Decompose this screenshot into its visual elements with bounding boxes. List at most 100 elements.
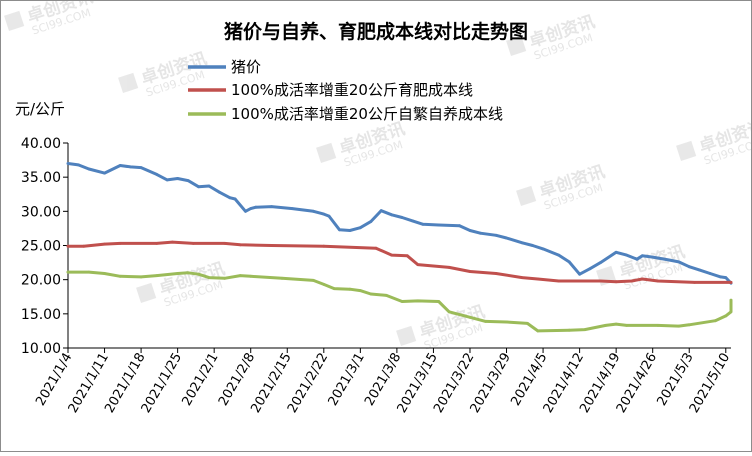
- data-point: [520, 241, 524, 245]
- data-point: [244, 209, 247, 213]
- data-point: [458, 224, 461, 228]
- x-tick-label: 2021/3/1: [326, 351, 368, 409]
- data-point: [667, 258, 670, 262]
- data-point: [238, 274, 242, 277]
- data-point: [614, 280, 618, 284]
- data-point: [327, 214, 331, 218]
- data-point: [103, 272, 106, 275]
- data-point: [520, 276, 524, 279]
- legend-label: 100%成活率增重20公斤育肥成本线: [231, 81, 473, 99]
- data-point: [358, 226, 362, 230]
- data-point: [599, 261, 602, 264]
- data-point: [270, 205, 273, 209]
- data-point: [249, 274, 253, 278]
- data-point: [614, 250, 618, 254]
- data-point: [291, 207, 294, 211]
- series-layer: [66, 162, 733, 333]
- data-point: [207, 276, 211, 279]
- data-point: [369, 220, 373, 224]
- data-point: [379, 209, 383, 213]
- data-point: [651, 255, 655, 259]
- data-point: [322, 212, 326, 216]
- data-point: [687, 323, 691, 327]
- data-point: [233, 197, 237, 201]
- data-point: [87, 167, 91, 171]
- data-point: [218, 190, 221, 194]
- data-point: [698, 268, 702, 272]
- data-point: [536, 329, 540, 333]
- data-point: [348, 229, 352, 232]
- data-point: [541, 247, 545, 251]
- data-point: [630, 279, 634, 283]
- data-point: [118, 164, 122, 167]
- data-point: [87, 270, 91, 274]
- data-point: [437, 300, 441, 303]
- data-point: [369, 292, 373, 296]
- data-point: [312, 279, 315, 282]
- data-point: [207, 184, 211, 188]
- data-point: [176, 272, 180, 275]
- data-point: [468, 315, 472, 319]
- data-point: [82, 244, 86, 248]
- data-point: [118, 274, 122, 278]
- data-point: [729, 302, 733, 305]
- y-tick-label: 25.00: [21, 239, 61, 255]
- data-point: [223, 276, 227, 280]
- watermark-logo: [516, 185, 537, 206]
- data-point: [249, 207, 253, 211]
- y-tick-label: 15.00: [21, 307, 61, 323]
- data-point: [479, 231, 482, 235]
- data-point: [139, 166, 143, 170]
- watermark-logo: [676, 140, 697, 161]
- legend-label: 猪价: [231, 58, 261, 76]
- data-point: [729, 298, 733, 302]
- data-point: [505, 320, 508, 324]
- series-group: [66, 270, 733, 333]
- data-point: [270, 244, 273, 247]
- x-tick-label: 2021/2/8: [216, 351, 258, 409]
- data-point: [312, 209, 315, 213]
- legend-label: 100%成活率增重20公斤自繁自养成本线: [231, 105, 503, 123]
- data-point: [677, 324, 681, 328]
- data-point: [567, 260, 571, 264]
- data-point: [103, 242, 106, 246]
- data-point: [505, 236, 508, 240]
- data-point: [129, 165, 133, 169]
- data-point: [526, 322, 529, 325]
- data-point: [494, 233, 498, 237]
- data-point: [421, 222, 425, 226]
- data-point: [186, 271, 190, 275]
- data-point: [447, 310, 451, 314]
- data-point: [390, 253, 394, 257]
- series-group: [66, 240, 733, 284]
- watermark-logo: [4, 10, 25, 31]
- legend: 猪价 100%成活率增重20公斤育肥成本线 100%成活率增重20公斤自繁自养成本线: [188, 58, 503, 123]
- x-tick-label: 2021/3/8: [362, 351, 404, 409]
- watermark-logo: [506, 35, 527, 56]
- data-point: [223, 242, 227, 245]
- data-point: [411, 219, 414, 223]
- data-point: [358, 289, 362, 292]
- data-point: [614, 322, 618, 326]
- data-point: [332, 287, 336, 290]
- x-tick-label: 2021/1/4: [33, 351, 75, 409]
- data-point: [724, 276, 728, 279]
- data-point: [625, 324, 628, 327]
- data-point: [155, 274, 159, 277]
- data-point: [155, 173, 159, 176]
- data-point: [191, 242, 195, 245]
- y-axis-label: 元/公斤: [15, 100, 65, 118]
- data-point: [176, 177, 180, 180]
- data-point: [374, 246, 378, 250]
- data-point: [640, 254, 644, 258]
- y-tick-label: 40.00: [21, 136, 61, 152]
- data-point: [186, 179, 190, 183]
- data-point: [322, 244, 326, 248]
- data-point: [390, 213, 394, 217]
- data-point: [729, 281, 733, 284]
